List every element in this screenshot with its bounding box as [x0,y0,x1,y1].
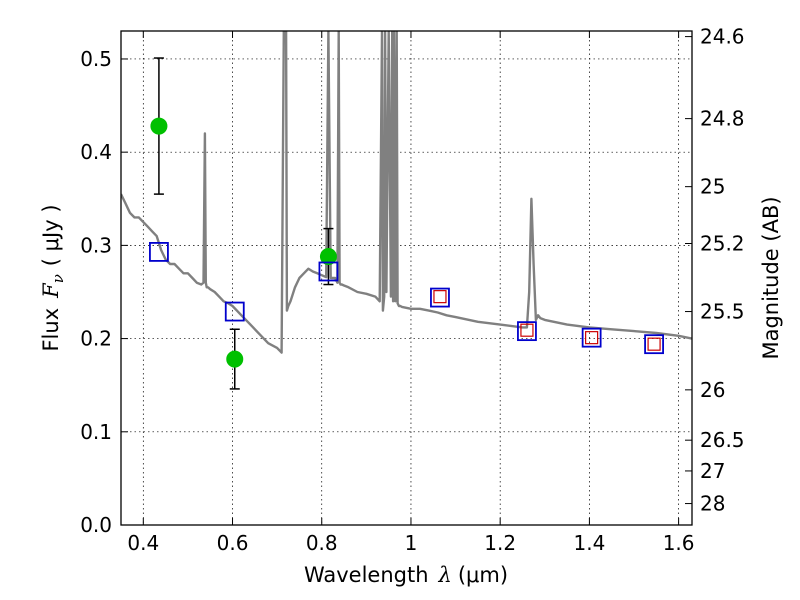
model-flux-square [644,334,664,355]
axis-ticks: 0.4 0.6 0.8 1 1.2 1.4 1.6 0.0 0.1 0.2 0.3 0.4 0.5 24.… [80,25,744,555]
y-tick-label: 0.4 [80,140,112,164]
observed-flux-square [647,337,661,351]
y-right-tick-label: 25.2 [700,232,745,256]
y-right-tick-label: 25.5 [700,300,745,324]
y-right-tick-label: 26 [700,378,725,402]
model-flux-square [318,261,339,282]
y-axis-right-label: Magnitude (AB) [759,196,783,359]
photometry-point [319,248,337,266]
y-tick-label: 0.1 [80,420,112,444]
plot-frame [120,30,693,526]
y-axis-label: FluxFν( μJy ) [39,204,67,351]
y-right-tick-label: 25 [700,175,725,199]
model-spectrum-line [121,31,692,354]
observed-flux-square [585,331,599,345]
model-flux-square [517,321,537,342]
model-flux-square [224,301,245,322]
x-tick-label: 1 [405,531,418,555]
y-tick-label: 0.5 [80,47,112,71]
y-right-tick-label: 26.5 [700,428,745,452]
model-spectrum [121,31,692,354]
photometry-points [149,57,664,390]
x-tick-label: 0.4 [127,531,159,555]
y-tick-label: 0.0 [80,513,112,537]
y-right-tick-label: 24.8 [700,107,745,131]
observed-flux-square [433,290,447,304]
y-tick-label: 0.2 [80,327,112,351]
photometry-point [150,117,168,135]
x-axis-label: Wavelength λ (μm) [304,563,508,587]
x-tick-label: 0.6 [217,531,249,555]
x-tick-label: 1.6 [663,531,695,555]
x-tick-label: 0.8 [306,531,338,555]
model-flux-square [581,327,602,348]
model-flux-square [149,242,169,262]
model-flux-square [430,287,450,308]
y-right-tick-label: 28 [700,492,725,516]
y-right-tick-label: 27 [700,459,725,483]
y-right-tick-label: 24.6 [700,25,745,49]
y-tick-label: 0.3 [80,233,112,257]
observed-flux-square [520,323,534,337]
x-tick-label: 1.2 [484,531,516,555]
photometry-point [226,350,244,368]
x-tick-label: 1.4 [573,531,605,555]
